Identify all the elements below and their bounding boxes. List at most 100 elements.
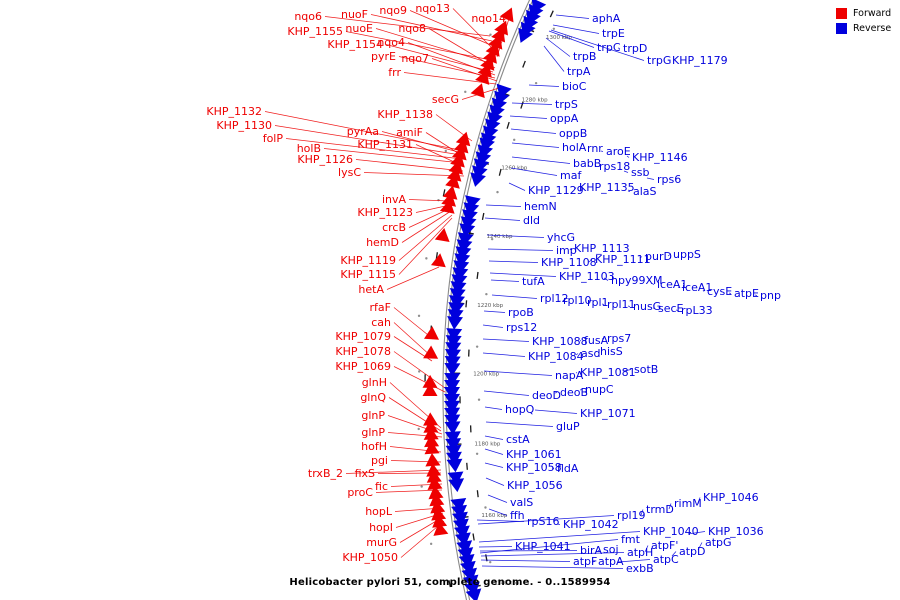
feature-dot <box>417 427 420 431</box>
gene-label-reverse: trpA <box>567 65 591 78</box>
leader-line-forward <box>375 489 443 493</box>
leader-line-forward <box>409 10 494 47</box>
feature-dot <box>485 292 488 296</box>
gene-label-forward: glnH <box>362 376 387 389</box>
gene-label-forward: nqo6 <box>294 10 322 23</box>
forward-gene-arrow <box>450 153 465 168</box>
gene-label-reverse: trmD <box>646 503 674 516</box>
reverse-gene-arrow <box>444 407 461 421</box>
gene-label-forward: glnP <box>361 409 385 422</box>
reverse-gene-arrow <box>455 246 472 261</box>
gene-label-forward: invA <box>382 193 407 206</box>
reverse-gene-arrow <box>445 342 462 356</box>
reverse-gene-arrow <box>457 547 474 562</box>
gene-label-forward: KHP_1115 <box>340 268 396 281</box>
gene-label-reverse: KHP_1040 <box>643 525 699 538</box>
leader-line-reverse <box>697 497 701 505</box>
gene-label-reverse: nusG <box>633 300 661 313</box>
reverse-gene-arrow <box>453 518 469 533</box>
leader-line-reverse <box>528 84 560 87</box>
gene-label-forward: nqo13 <box>415 2 450 15</box>
leader-line-reverse <box>491 294 538 299</box>
gene-label-forward: nuoE <box>345 22 373 35</box>
reverse-gene-arrow <box>450 281 467 295</box>
legend-forward-label: Forward <box>853 8 892 19</box>
feature-dot <box>513 138 516 142</box>
reverse-gene-arrow <box>465 588 482 600</box>
gene-label-reverse: aroE <box>606 145 631 158</box>
feature-dot <box>420 485 423 488</box>
leader-line-reverse <box>486 234 545 238</box>
forward-gene-arrow <box>430 499 446 514</box>
gene-label-forward: hofH <box>361 440 387 453</box>
forward-gene-arrow <box>432 513 448 528</box>
leader-line-reverse <box>550 29 645 61</box>
reverse-gene-arrow <box>451 274 468 288</box>
gene-label-reverse: bioC <box>562 80 587 93</box>
leader-line-reverse <box>479 539 619 554</box>
gene-label-forward: glnQ <box>360 391 386 404</box>
forward-gene-arrow <box>424 440 440 455</box>
gene-label-reverse: tufA <box>522 275 545 288</box>
feature-mark <box>466 462 468 470</box>
leader-line-reverse <box>627 305 631 307</box>
feature-mark <box>481 212 485 221</box>
leader-line-reverse <box>511 142 560 148</box>
gene-label-forward: glnP <box>361 426 385 439</box>
feature-dot <box>475 452 479 456</box>
gene-label-forward: amiF <box>396 126 423 139</box>
gene-label-reverse: rpl19 <box>617 509 646 522</box>
reverse-gene-arrow <box>446 328 463 342</box>
leader-line-reverse <box>480 559 571 562</box>
gene-label-forward: hopL <box>365 505 393 518</box>
gene-label-reverse: atpF <box>573 555 597 568</box>
forward-gene-arrow <box>482 48 497 64</box>
feature-mark <box>435 252 439 260</box>
forward-gene-arrow <box>448 160 464 175</box>
gene-label-reverse: nupC <box>585 383 614 396</box>
leader-line-forward <box>285 138 463 160</box>
gene-label-reverse: rps12 <box>506 321 537 334</box>
gene-label-reverse: deoD <box>532 389 561 402</box>
reverse-gene-arrow <box>460 216 477 231</box>
leader-line-forward <box>381 131 463 154</box>
reverse-gene-arrow <box>449 295 465 309</box>
leader-line-forward <box>363 172 465 177</box>
reverse-gene-arrow <box>444 421 461 435</box>
legend-forward-row: Forward <box>836 8 891 19</box>
leader-line-reverse <box>600 150 604 152</box>
gene-label-forward: rfaF <box>370 301 391 314</box>
gene-label-forward: KHP_1079 <box>335 330 391 343</box>
reverse-color-swatch <box>836 23 847 34</box>
gene-label-reverse: atpF' <box>651 539 678 552</box>
feature-dot <box>484 506 487 509</box>
gene-label-forward: fic <box>375 480 388 493</box>
gene-label-forward: KHP_1138 <box>377 108 433 121</box>
leader-line-reverse <box>579 389 583 391</box>
forward-gene-arrow <box>425 453 441 467</box>
gene-label-reverse: atpG <box>705 536 732 549</box>
forward-color-swatch <box>836 8 847 19</box>
gene-label-forward: KHP_1132 <box>206 105 262 118</box>
gene-label-forward: proC <box>347 486 373 499</box>
leader-line-reverse <box>639 256 643 259</box>
gene-label-forward: KHP_1123 <box>357 206 413 219</box>
gene-label-reverse: rpl1 <box>587 296 609 309</box>
feature-mark <box>522 60 526 68</box>
leader-line-reverse <box>488 260 539 263</box>
leader-line-reverse <box>579 340 582 342</box>
forward-gene-arrow <box>452 146 467 161</box>
feature-mark <box>472 533 475 541</box>
reverse-gene-arrow <box>448 478 465 493</box>
leader-line-forward <box>393 307 434 340</box>
gene-label-reverse: rpS16 <box>527 515 559 528</box>
gene-label-forward: trxB_2 <box>308 467 343 480</box>
leader-line-reverse <box>482 324 504 328</box>
reverse-gene-arrow <box>470 172 486 187</box>
gene-label-forward: KHP_1154 <box>327 38 383 51</box>
gene-label-reverse: dld <box>523 214 540 227</box>
gene-label-reverse: uppS <box>673 248 701 261</box>
reverse-gene-arrow <box>446 451 462 466</box>
gene-label-reverse: KHP_1084 <box>528 350 584 363</box>
leader-line-reverse <box>652 307 656 309</box>
